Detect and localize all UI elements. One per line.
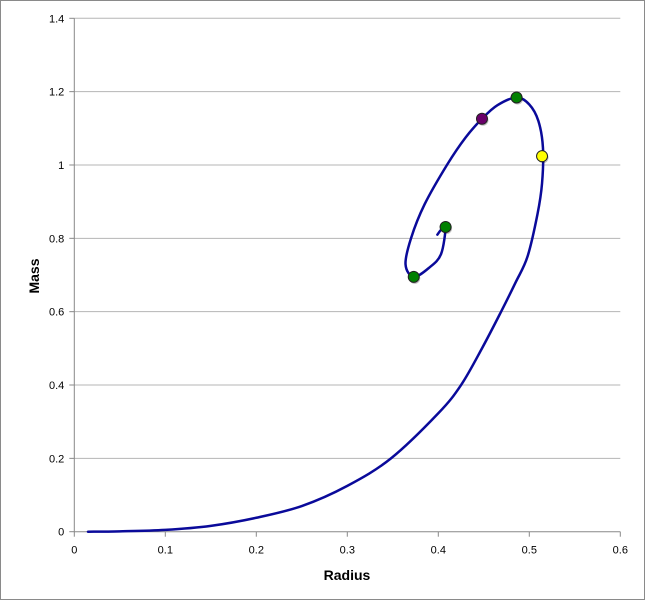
y-axis-label: Mass — [26, 258, 42, 293]
markers — [407, 91, 549, 284]
y-tick-label: 0.8 — [49, 233, 64, 245]
y-tick-label: 1.2 — [49, 87, 64, 99]
y-tick-label: 1 — [58, 160, 64, 172]
data-marker — [475, 112, 488, 125]
y-tick-label: 1.4 — [49, 13, 64, 25]
data-marker — [407, 270, 420, 283]
y-tick-label: 0.6 — [49, 307, 64, 319]
x-tick-label: 0.2 — [249, 545, 264, 557]
y-tick-label: 0 — [58, 527, 64, 539]
x-tick-label: 0.3 — [340, 545, 355, 557]
data-marker — [439, 220, 452, 233]
x-tick-label: 0 — [71, 545, 77, 557]
axes — [69, 17, 621, 537]
y-tick-label: 0.2 — [49, 453, 64, 465]
x-tick-label: 0.5 — [522, 545, 537, 557]
data-marker — [536, 150, 549, 163]
x-axis-label: Radius — [324, 567, 371, 583]
x-tick-label: 0.6 — [613, 545, 628, 557]
gridlines — [74, 17, 621, 459]
data-marker — [510, 91, 523, 104]
x-tick-label: 0.4 — [431, 545, 446, 557]
y-tick-label: 0.4 — [49, 380, 64, 392]
x-tick-label: 0.1 — [158, 545, 173, 557]
series-line — [86, 96, 545, 533]
tick-labels: 0 0.2 0.4 0.6 0.8 1 1.2 1.4 0 0.1 0.2 0.3 0.4 0.5 0.6 — [49, 13, 628, 556]
